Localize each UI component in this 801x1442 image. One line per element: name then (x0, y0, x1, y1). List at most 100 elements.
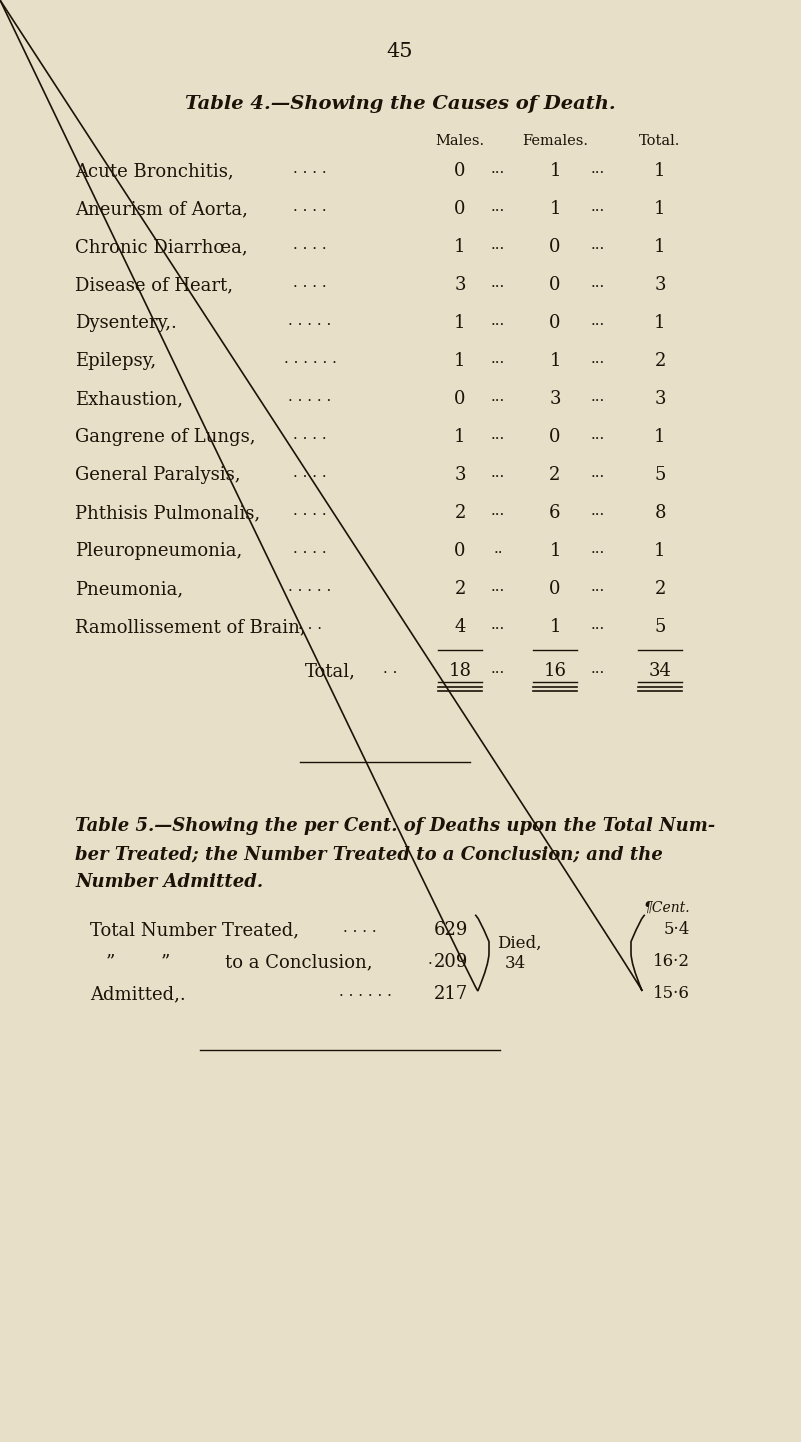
Text: ...: ... (491, 619, 505, 632)
Text: ..: .. (493, 542, 503, 557)
Text: . . . .: . . . . (343, 921, 376, 934)
Text: Dysentery,.: Dysentery,. (75, 314, 177, 332)
Text: ...: ... (491, 505, 505, 518)
Text: 0: 0 (454, 542, 465, 559)
Text: Total.: Total. (639, 134, 681, 149)
Text: 0: 0 (549, 314, 561, 332)
Text: . . . . .: . . . . . (288, 580, 332, 594)
Text: . .: . . (383, 662, 397, 676)
Text: Ramollissement of Brain,: Ramollissement of Brain, (75, 619, 306, 636)
Text: 34: 34 (505, 955, 526, 972)
Text: Phthisis Pulmonalis,: Phthisis Pulmonalis, (75, 505, 260, 522)
Text: 2: 2 (654, 580, 666, 598)
Text: 2: 2 (654, 352, 666, 371)
Text: . . .: . . . (298, 619, 322, 632)
Text: ...: ... (491, 238, 505, 252)
Text: 0: 0 (549, 428, 561, 446)
Text: 1: 1 (654, 162, 666, 180)
Text: 8: 8 (654, 505, 666, 522)
Text: 3: 3 (454, 466, 465, 485)
Text: ...: ... (591, 542, 605, 557)
Text: ...: ... (491, 428, 505, 443)
Text: 217: 217 (434, 985, 468, 1004)
Text: ...: ... (591, 275, 605, 290)
Text: ...: ... (491, 275, 505, 290)
Text: .: . (428, 953, 433, 968)
Text: 0: 0 (549, 275, 561, 294)
Text: 0: 0 (549, 580, 561, 598)
Text: . . . . .: . . . . . (288, 389, 332, 404)
Text: . . . .: . . . . (293, 542, 327, 557)
Text: ...: ... (491, 162, 505, 176)
Text: 0: 0 (549, 238, 561, 257)
Text: . . . .: . . . . (293, 200, 327, 213)
Text: 2: 2 (454, 580, 465, 598)
Text: . . . . . .: . . . . . . (284, 352, 336, 366)
Text: to a Conclusion,: to a Conclusion, (225, 953, 372, 970)
Text: . . . .: . . . . (293, 505, 327, 518)
Text: ...: ... (491, 389, 505, 404)
Text: 1: 1 (454, 428, 465, 446)
Text: Males.: Males. (436, 134, 485, 149)
Text: Chronic Diarrhœa,: Chronic Diarrhœa, (75, 238, 248, 257)
Text: 1: 1 (654, 542, 666, 559)
Text: 1: 1 (454, 314, 465, 332)
Text: Females.: Females. (522, 134, 588, 149)
Text: 2: 2 (549, 466, 561, 485)
Text: 0: 0 (454, 162, 465, 180)
Text: . . . .: . . . . (293, 162, 327, 176)
Text: ...: ... (491, 662, 505, 676)
Text: 0: 0 (454, 389, 465, 408)
Text: Exhaustion,: Exhaustion, (75, 389, 183, 408)
Text: . . . . .: . . . . . (288, 314, 332, 327)
Text: ...: ... (591, 352, 605, 366)
Text: 45: 45 (387, 42, 413, 61)
Text: Total,: Total, (304, 662, 356, 681)
Text: Disease of Heart,: Disease of Heart, (75, 275, 233, 294)
Text: 5: 5 (654, 619, 666, 636)
Text: 4: 4 (454, 619, 465, 636)
Text: ...: ... (591, 389, 605, 404)
Text: Aneurism of Aorta,: Aneurism of Aorta, (75, 200, 248, 218)
Text: Pleuropneumonia,: Pleuropneumonia, (75, 542, 242, 559)
Text: ...: ... (491, 352, 505, 366)
Text: 16: 16 (544, 662, 566, 681)
Text: 5: 5 (654, 466, 666, 485)
Text: ...: ... (491, 580, 505, 594)
Text: Acute Bronchitis,: Acute Bronchitis, (75, 162, 234, 180)
Text: 3: 3 (549, 389, 561, 408)
Text: ¶Cent.: ¶Cent. (643, 901, 690, 916)
Text: 3: 3 (454, 275, 465, 294)
Text: ...: ... (491, 466, 505, 480)
Text: ”: ” (160, 953, 170, 970)
Text: ...: ... (591, 580, 605, 594)
Text: ...: ... (591, 505, 605, 518)
Text: 1: 1 (454, 352, 465, 371)
Text: ...: ... (591, 238, 605, 252)
Text: 1: 1 (549, 619, 561, 636)
Text: 1: 1 (549, 162, 561, 180)
Text: Table 4.—Showing the Causes of Death.: Table 4.—Showing the Causes of Death. (185, 95, 615, 112)
Text: ber Treated; the Number Treated to a Conclusion; and the: ber Treated; the Number Treated to a Con… (75, 845, 663, 862)
Text: ...: ... (591, 162, 605, 176)
Text: 629: 629 (433, 921, 468, 939)
Text: 2: 2 (454, 505, 465, 522)
Text: ...: ... (591, 662, 605, 676)
Text: ...: ... (591, 200, 605, 213)
Text: General Paralysis,: General Paralysis, (75, 466, 240, 485)
Text: . . . .: . . . . (293, 238, 327, 252)
Text: 1: 1 (654, 428, 666, 446)
Text: 3: 3 (654, 275, 666, 294)
Text: ...: ... (491, 200, 505, 213)
Text: 3: 3 (654, 389, 666, 408)
Text: 0: 0 (454, 200, 465, 218)
Text: . . . . . .: . . . . . . (339, 985, 392, 999)
Text: ...: ... (591, 619, 605, 632)
Text: 1: 1 (549, 352, 561, 371)
Text: Pneumonia,: Pneumonia, (75, 580, 183, 598)
Text: ...: ... (491, 314, 505, 327)
Text: 1: 1 (549, 542, 561, 559)
Text: 16·2: 16·2 (653, 953, 690, 970)
Text: ”: ” (105, 953, 115, 970)
Text: 1: 1 (549, 200, 561, 218)
